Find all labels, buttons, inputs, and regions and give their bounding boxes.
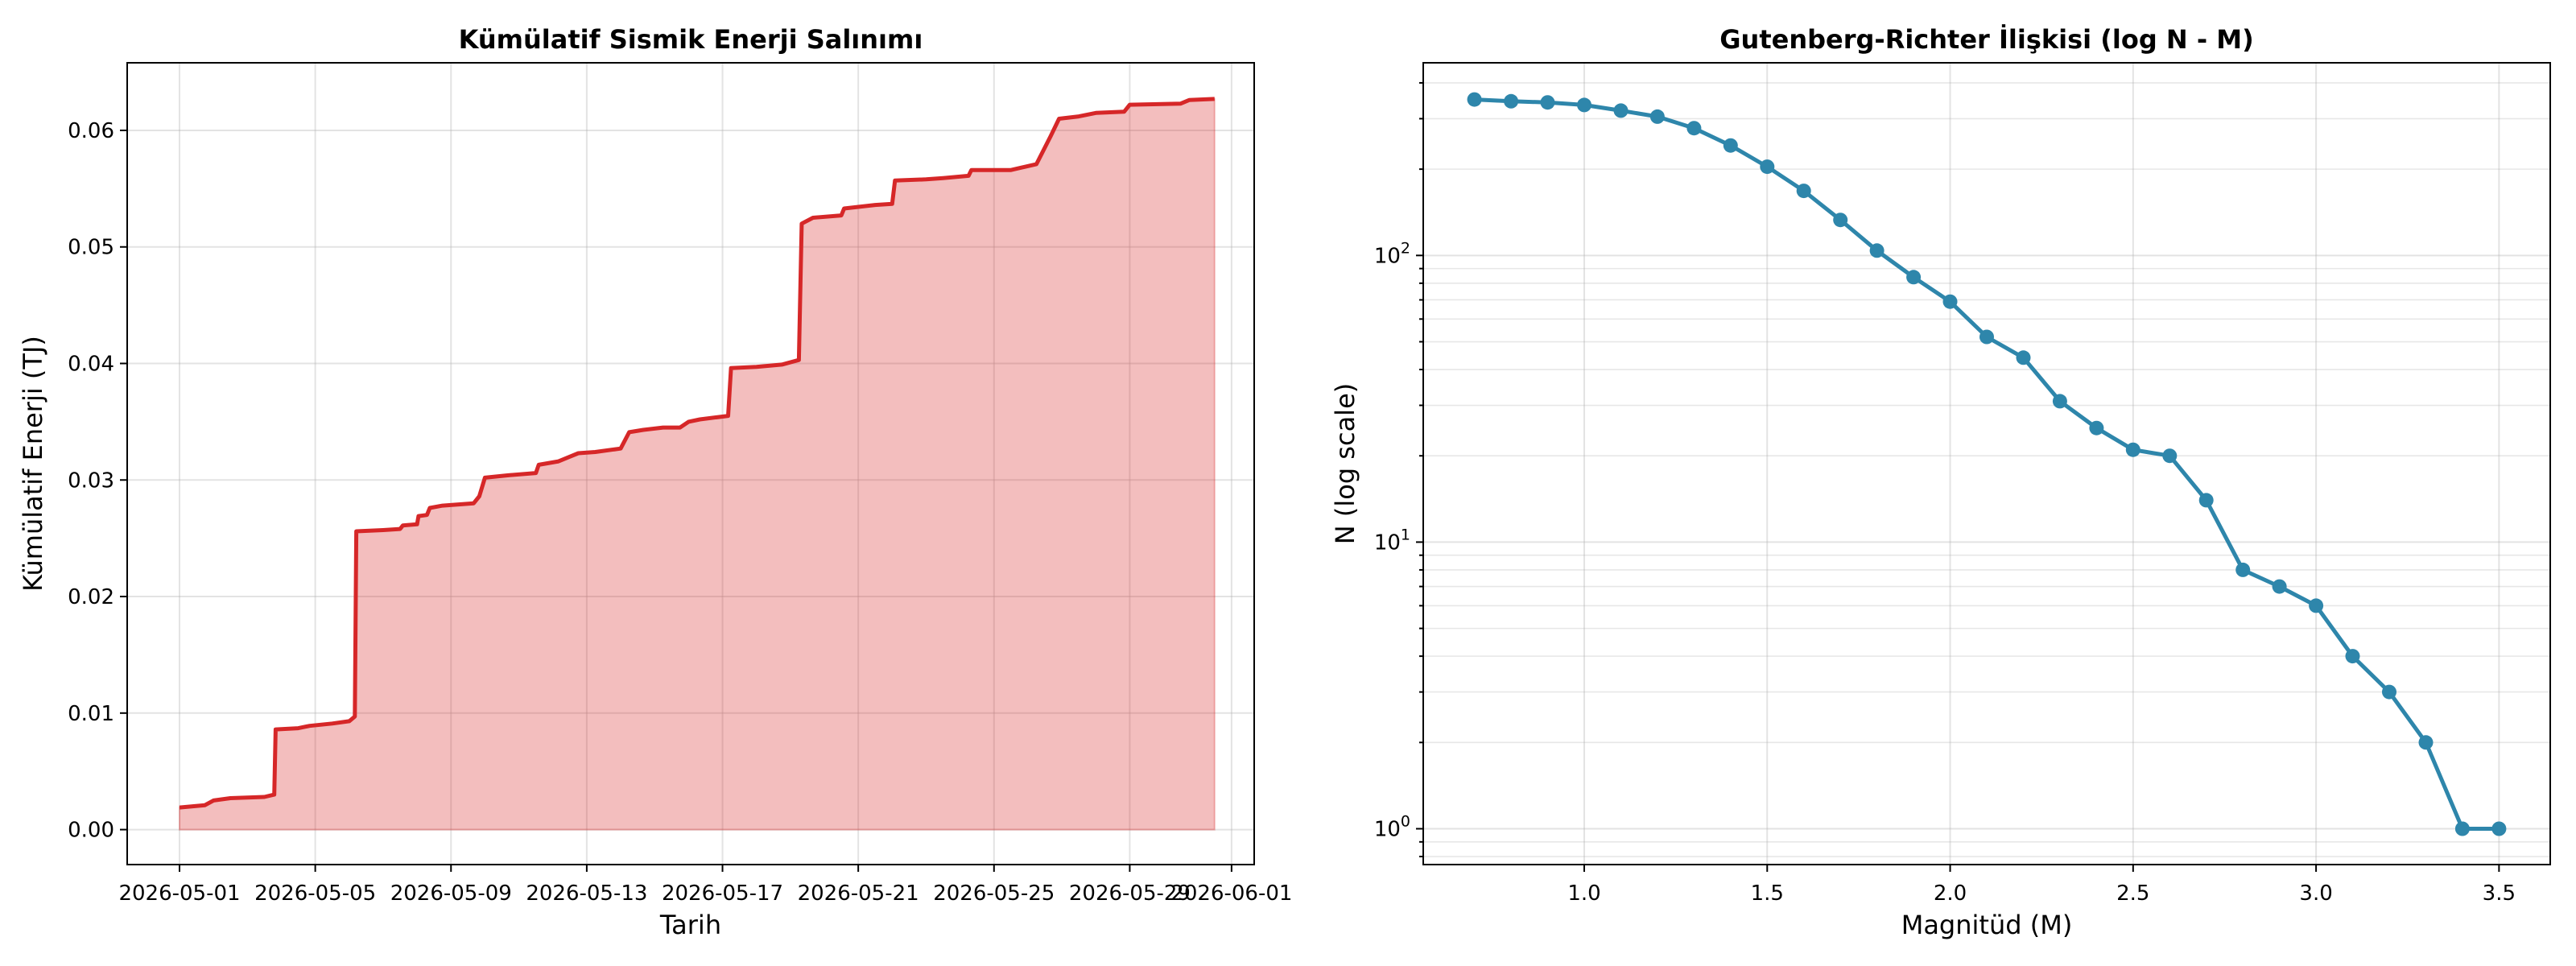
y-tick-label: 0.02 xyxy=(68,585,114,609)
gutenberg-richter-point xyxy=(1649,109,1665,124)
x-tick-label: 2.5 xyxy=(2116,881,2149,906)
cumulative-energy-chart: Kümülatif Sismik Enerji Salınımı Tarih K… xyxy=(18,24,1292,940)
gutenberg-richter-point xyxy=(2382,684,2396,700)
y-tick-label: 101 xyxy=(1374,526,1410,555)
gutenberg-richter-point xyxy=(2016,350,2031,365)
x-tick-label: 3.5 xyxy=(2483,881,2516,906)
gutenberg-richter-point xyxy=(2309,598,2324,613)
gutenberg-richter-point xyxy=(1833,213,1848,228)
x-tick-label: 1.5 xyxy=(1751,881,1784,906)
x-tick-label: 2026-05-13 xyxy=(526,881,647,906)
chart-2-ticks: 100 101 102 1.0 1.5 2.0 2.5 3.0 3.5 xyxy=(1374,81,2516,906)
gutenberg-richter-point xyxy=(1504,93,1519,109)
chart-2-x-axis-label: Magnitüd (M) xyxy=(1901,910,2073,940)
y-tick-label: 100 xyxy=(1374,813,1410,842)
gutenberg-richter-point xyxy=(2125,442,2140,457)
x-tick-label: 2026-05-09 xyxy=(390,881,512,906)
x-tick-label: 2026-05-21 xyxy=(798,881,919,906)
gutenberg-richter-chart: Gutenberg-Richter İlişkisi (log N - M) M… xyxy=(1330,24,2551,940)
gutenberg-richter-point xyxy=(1869,243,1885,258)
y-tick-label: 102 xyxy=(1374,239,1410,268)
chart-1-title: Kümülatif Sismik Enerji Salınımı xyxy=(459,24,923,55)
gutenberg-richter-point xyxy=(1577,97,1591,113)
x-tick-label: 2026-05-29 xyxy=(1069,881,1191,906)
x-tick-label: 2.0 xyxy=(1934,881,1967,906)
gutenberg-richter-point xyxy=(1760,159,1775,175)
gutenberg-richter-point xyxy=(2272,579,2287,594)
chart-1-plot-frame xyxy=(126,62,1255,865)
x-tick-label: 1.0 xyxy=(1567,881,1600,906)
gutenberg-richter-point xyxy=(1467,92,1482,107)
chart-1-data xyxy=(179,97,1216,831)
y-tick-label: 0.01 xyxy=(68,702,114,726)
y-tick-label: 0.03 xyxy=(68,469,114,493)
chart-1-x-axis-label: Tarih xyxy=(659,910,721,940)
x-tick-label: 2026-06-01 xyxy=(1170,881,1292,906)
y-tick-label: 0.04 xyxy=(68,353,114,377)
gutenberg-richter-point xyxy=(2235,562,2251,577)
x-tick-label: 2026-05-17 xyxy=(662,881,783,906)
x-tick-label: 3.0 xyxy=(2299,881,2332,906)
gutenberg-richter-point xyxy=(1613,103,1629,118)
gutenberg-richter-point xyxy=(2454,821,2470,836)
y-tick-label: 0.00 xyxy=(68,819,114,843)
gutenberg-richter-point xyxy=(2162,448,2178,464)
y-tick-label: 0.05 xyxy=(68,236,114,260)
chart-2-data xyxy=(1467,92,2507,836)
gutenberg-richter-point xyxy=(2491,821,2507,836)
gutenberg-richter-point xyxy=(2198,493,2214,508)
x-tick-label: 2026-05-05 xyxy=(254,881,376,906)
gutenberg-richter-point xyxy=(1906,270,1922,285)
chart-2-plot-frame xyxy=(1422,62,2551,865)
gutenberg-richter-point xyxy=(1796,184,1811,199)
y-tick-label: 0.06 xyxy=(68,119,114,143)
x-tick-label: 2026-05-25 xyxy=(933,881,1055,906)
gutenberg-richter-point xyxy=(2089,420,2104,436)
energy-cumulative-line xyxy=(179,97,1215,810)
gutenberg-richter-point xyxy=(2345,649,2360,664)
chart-1-y-axis-label: Kümülatif Enerji (TJ) xyxy=(18,336,48,592)
chart-1-grid xyxy=(127,63,1254,865)
x-tick-label: 2026-05-01 xyxy=(118,881,240,906)
chart-2-y-axis-label: N (log scale) xyxy=(1330,383,1360,544)
chart-1-ticks: 2026-05-01 2026-05-05 2026-05-09 2026-05-13… xyxy=(68,119,1292,906)
gutenberg-richter-point xyxy=(1723,138,1738,153)
gutenberg-richter-point xyxy=(1979,329,1994,345)
gutenberg-richter-point xyxy=(1686,121,1702,136)
gutenberg-richter-point xyxy=(1942,294,1958,309)
chart-2-title: Gutenberg-Richter İlişkisi (log N - M) xyxy=(1719,24,2253,55)
gutenberg-richter-point xyxy=(2418,735,2434,750)
gutenberg-richter-point xyxy=(2052,394,2067,409)
gutenberg-richter-point xyxy=(1540,95,1555,110)
